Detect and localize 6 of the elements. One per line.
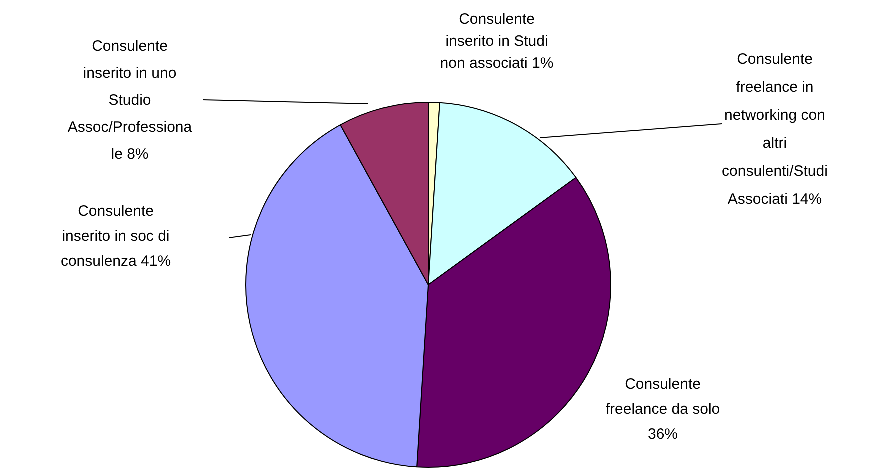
slice-label: Consulente inserito in uno Studio Assoc/Professiona le 8%	[68, 38, 193, 164]
slice-label: Consulente inserito in Studi non associati 1%	[440, 11, 554, 72]
slice-label: Consulente freelance in networking con altri consulenti/Studi Associati 14%	[722, 51, 828, 208]
slice-label: Consulente freelance da solo	[606, 376, 720, 418]
slice-label: Consulente inserito in soc di consulenza 41%	[60, 203, 172, 270]
data-label: 36%	[648, 426, 678, 444]
